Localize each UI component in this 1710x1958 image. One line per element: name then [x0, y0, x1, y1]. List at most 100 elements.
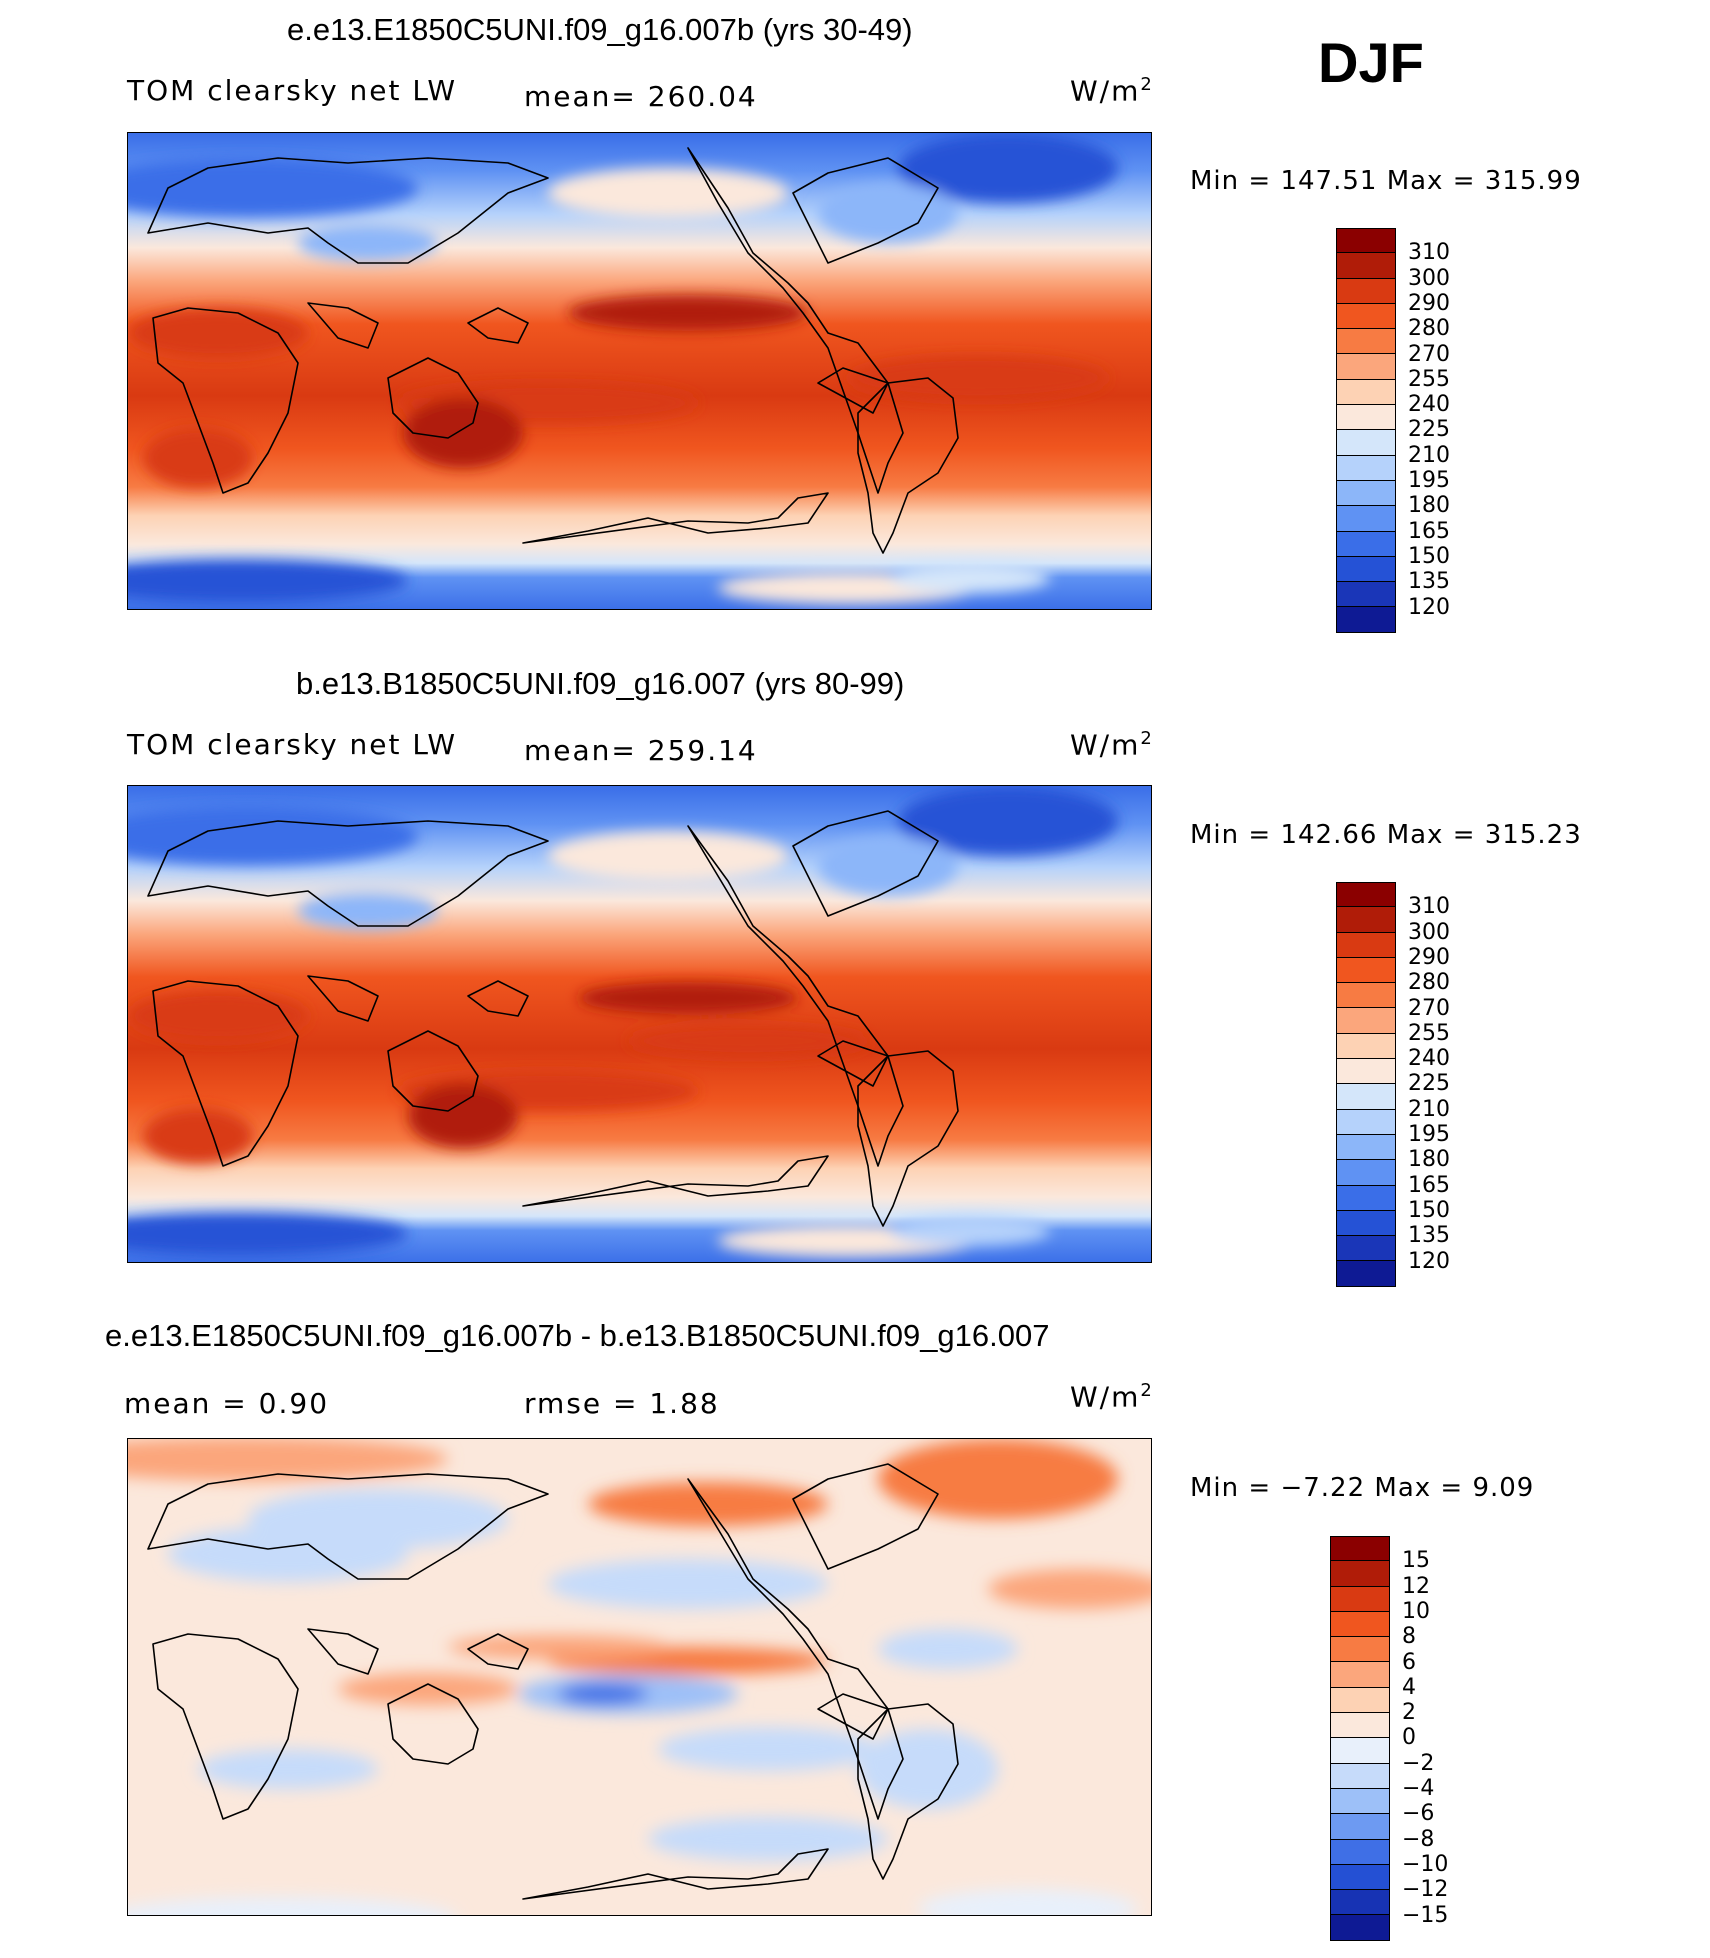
map-panel-2	[127, 785, 1152, 1263]
legend-tick-label: −12	[1402, 1877, 1449, 1903]
legend-swatch	[1330, 1915, 1390, 1941]
legend-swatch	[1330, 1586, 1390, 1612]
legend-tick-label: 240	[1408, 1046, 1450, 1072]
map-panel-1	[127, 132, 1152, 610]
legend-tick-label: 120	[1408, 594, 1450, 620]
mean-label: mean= 260.04	[524, 80, 758, 113]
legend-bar	[1336, 882, 1396, 1287]
legend-swatch	[1336, 430, 1396, 456]
legend-tick-label: 150	[1408, 1197, 1450, 1223]
legend-tick-label: 165	[1408, 1172, 1450, 1198]
legend-swatch	[1336, 983, 1396, 1009]
legend-tick-label: 310	[1408, 240, 1450, 266]
legend-tick-label: 290	[1408, 290, 1450, 316]
legend-swatch	[1330, 1864, 1390, 1891]
legend-swatch	[1330, 1839, 1390, 1865]
legend-swatch	[1336, 1008, 1396, 1034]
legend-tick-label: 225	[1408, 1071, 1450, 1097]
legend-swatch	[1336, 1134, 1396, 1161]
minmax-label: Min = 147.51 Max = 315.99	[1190, 166, 1582, 196]
legend-swatch	[1330, 1713, 1390, 1739]
minmax-label: Min = −7.22 Max = 9.09	[1190, 1473, 1535, 1503]
legend-tick-label: 120	[1408, 1248, 1450, 1274]
legend-tick-label: 210	[1408, 1096, 1450, 1122]
legend-tick-label: −8	[1402, 1826, 1435, 1852]
units-label: W/m2	[1070, 1380, 1154, 1414]
legend-swatch	[1336, 882, 1396, 908]
legend-tick-label: 135	[1408, 569, 1450, 595]
mean-label: mean= 259.14	[524, 734, 758, 767]
legend-swatch	[1330, 1763, 1390, 1789]
legend-swatch	[1336, 907, 1396, 933]
legend-swatch	[1330, 1814, 1390, 1840]
legend-swatch	[1336, 480, 1396, 507]
panel-title: e.e13.E1850C5UNI.f09_g16.007b (yrs 30-49…	[287, 12, 913, 47]
legend-swatch	[1336, 405, 1396, 431]
legend-tick-label: 8	[1402, 1624, 1416, 1650]
legend-swatch	[1336, 1059, 1396, 1085]
legend-tick-label: −6	[1402, 1801, 1435, 1827]
legend-tick-label: 300	[1408, 919, 1450, 945]
legend-swatch	[1336, 329, 1396, 355]
legend-tick-label: 255	[1408, 1020, 1450, 1046]
legend-swatch	[1336, 379, 1396, 406]
map-panel-3	[127, 1438, 1152, 1916]
legend-swatch	[1330, 1738, 1390, 1764]
legend-tick-label: 210	[1408, 442, 1450, 468]
legend-swatch	[1336, 253, 1396, 279]
legend-tick-label: 180	[1408, 493, 1450, 519]
variable-label: TOM clearsky net LW	[127, 728, 458, 761]
legend-swatch	[1330, 1662, 1390, 1688]
legend-tick-label: 300	[1408, 265, 1450, 291]
legend-tick-label: 2	[1402, 1700, 1416, 1726]
legend-swatch	[1336, 278, 1396, 304]
legend-swatch	[1330, 1788, 1390, 1815]
legend-swatch	[1336, 531, 1396, 557]
mean-label: mean = 0.90	[124, 1387, 330, 1420]
legend-tick-label: 0	[1402, 1725, 1416, 1751]
legend-swatch	[1330, 1536, 1390, 1562]
legend-tick-label: 270	[1408, 995, 1450, 1021]
legend-swatch	[1336, 582, 1396, 608]
legend-tick-label: 180	[1408, 1147, 1450, 1173]
legend-swatch	[1336, 932, 1396, 958]
legend-tick-label: 225	[1408, 417, 1450, 443]
legend-swatch	[1336, 607, 1396, 633]
legend-tick-label: −2	[1402, 1750, 1435, 1776]
rmse-label: rmse = 1.88	[524, 1387, 720, 1420]
legend-bar	[1336, 228, 1396, 633]
legend-swatch	[1336, 1160, 1396, 1186]
legend-swatch	[1336, 556, 1396, 583]
legend-swatch	[1336, 354, 1396, 380]
legend-tick-label: 310	[1408, 894, 1450, 920]
legend-tick-label: 4	[1402, 1674, 1416, 1700]
legend-tick-label: 12	[1402, 1573, 1430, 1599]
units-label: W/m2	[1070, 728, 1154, 762]
legend-swatch	[1330, 1890, 1390, 1916]
legend-swatch	[1330, 1687, 1390, 1714]
legend-swatch	[1336, 1109, 1396, 1135]
legend-swatch	[1336, 957, 1396, 984]
legend-swatch	[1336, 506, 1396, 532]
legend-swatch	[1336, 455, 1396, 481]
legend-swatch	[1336, 303, 1396, 330]
legend-swatch	[1330, 1611, 1390, 1638]
legend-swatch	[1330, 1637, 1390, 1663]
panel-title: b.e13.B1850C5UNI.f09_g16.007 (yrs 80-99)	[296, 666, 905, 701]
legend-tick-label: 290	[1408, 944, 1450, 970]
minmax-label: Min = 142.66 Max = 315.23	[1190, 820, 1582, 850]
legend-tick-label: 280	[1408, 316, 1450, 342]
legend-bar	[1330, 1536, 1390, 1941]
legend-tick-label: 195	[1408, 1122, 1450, 1147]
season-label: DJF	[1318, 31, 1424, 94]
legend-tick-label: 280	[1408, 970, 1450, 996]
legend-swatch	[1336, 1033, 1396, 1060]
variable-label: TOM clearsky net LW	[127, 74, 458, 107]
legend-tick-label: 150	[1408, 543, 1450, 569]
legend-tick-label: −10	[1402, 1851, 1449, 1877]
legend-swatch	[1336, 1261, 1396, 1287]
legend-swatch	[1336, 1084, 1396, 1110]
legend-swatch	[1336, 1210, 1396, 1237]
legend-swatch	[1336, 228, 1396, 254]
legend-tick-label: 195	[1408, 468, 1450, 493]
